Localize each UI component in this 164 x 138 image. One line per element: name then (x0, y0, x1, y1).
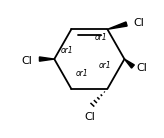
Text: or1: or1 (99, 61, 112, 70)
Polygon shape (124, 59, 134, 68)
Text: or1: or1 (95, 33, 107, 42)
Text: or1: or1 (76, 69, 88, 78)
Polygon shape (39, 57, 54, 61)
Text: Cl: Cl (133, 18, 144, 28)
Text: Cl: Cl (136, 63, 147, 73)
Polygon shape (107, 22, 127, 29)
Text: or1: or1 (61, 46, 73, 55)
Text: Cl: Cl (21, 56, 32, 66)
Text: Cl: Cl (84, 112, 95, 122)
